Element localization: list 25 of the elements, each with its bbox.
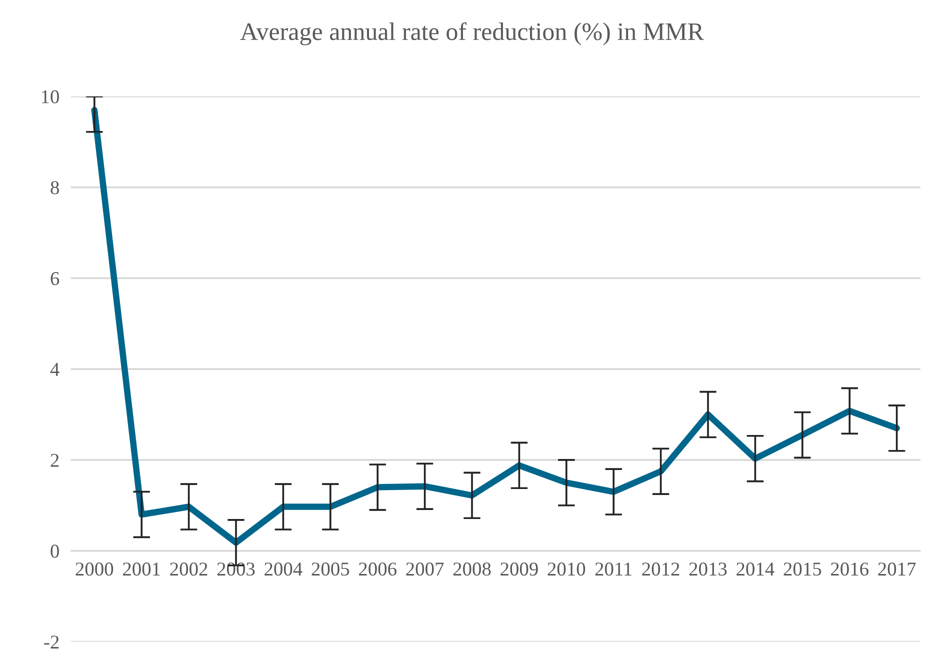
x-tick-label: 2015 — [784, 562, 822, 576]
x-tick-label: 2013 — [689, 562, 727, 576]
x-tick-label: 2002 — [170, 562, 208, 576]
x-tick-label: 2009 — [500, 562, 538, 576]
x-tick-label: 2011 — [595, 562, 632, 576]
y-tick-label: 8 — [50, 181, 59, 194]
y-tick-label: 6 — [50, 272, 60, 286]
x-tick-label: 2017 — [878, 562, 916, 576]
x-tick-label: 2012 — [642, 562, 680, 576]
x-tick-label: 2014 — [736, 562, 774, 576]
y-tick-label: 0 — [50, 544, 59, 558]
x-tick-label: 2004 — [264, 562, 302, 576]
y-tick-label: 2 — [50, 454, 59, 467]
x-tick-label: 2005 — [312, 562, 350, 576]
x-tick-label: 2007 — [406, 562, 444, 576]
y-tick-label: 4 — [50, 363, 60, 376]
x-tick-label: 2010 — [548, 562, 586, 576]
y-tick-label: -2 — [44, 636, 59, 648]
y-tick-label: 10 — [42, 90, 59, 104]
x-tick-label: 2000 — [76, 562, 114, 576]
chart-title: Average annual rate of reduction (%) in MMR — [240, 22, 704, 46]
x-tick-label: 2006 — [359, 562, 396, 576]
x-tick-label: 2008 — [453, 562, 491, 576]
x-tick-label: 2001 — [123, 562, 160, 576]
x-tick-label: 2016 — [831, 562, 868, 576]
